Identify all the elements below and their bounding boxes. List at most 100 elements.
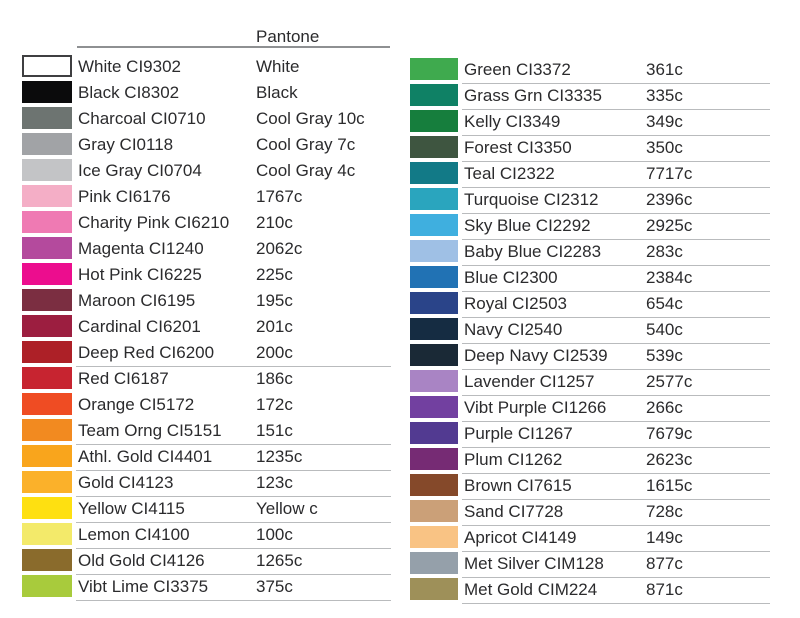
color-row: Teal CI2322 7717c bbox=[410, 162, 782, 188]
color-row: Cardinal CI6201 201c bbox=[22, 315, 392, 341]
color-name-label: Gray CI0118 bbox=[78, 135, 174, 154]
color-row: Pink CI6176 1767c bbox=[22, 185, 392, 211]
color-name-label: Purple CI1267 bbox=[464, 424, 573, 443]
color-row: Magenta CI1240 2062c bbox=[22, 237, 392, 263]
color-row: Apricot CI4149 149c bbox=[410, 526, 782, 552]
pantone-value: 186c bbox=[256, 369, 293, 388]
color-swatch bbox=[410, 552, 458, 574]
row-separator bbox=[76, 600, 391, 601]
color-row: Vibt Lime CI3375 375c bbox=[22, 575, 392, 601]
pantone-value: 200c bbox=[256, 343, 293, 362]
pantone-value: White bbox=[256, 57, 300, 76]
color-row: Team Orng CI5151 151c bbox=[22, 419, 392, 445]
pantone-value: 728c bbox=[646, 502, 683, 521]
color-name-label: Plum CI1262 bbox=[464, 450, 563, 469]
color-name-label: Teal CI2322 bbox=[464, 164, 555, 183]
color-row: Hot Pink CI6225 225c bbox=[22, 263, 392, 289]
color-row: Sky Blue CI2292 2925c bbox=[410, 214, 782, 240]
color-name-label: Sky Blue CI2292 bbox=[464, 216, 591, 235]
color-swatch bbox=[22, 211, 72, 233]
color-row: Plum CI1262 2623c bbox=[410, 448, 782, 474]
color-name-label: Black CI8302 bbox=[78, 83, 180, 102]
color-name-label: Athl. Gold CI4401 bbox=[78, 447, 213, 466]
color-name-label: Vibt Lime CI3375 bbox=[78, 577, 209, 596]
pantone-value: 335c bbox=[646, 86, 683, 105]
color-name-label: Forest CI3350 bbox=[464, 138, 572, 157]
row-separator bbox=[462, 161, 770, 162]
color-swatch bbox=[410, 396, 458, 418]
color-swatch bbox=[410, 448, 458, 470]
row-separator bbox=[462, 603, 770, 604]
pantone-value: 1767c bbox=[256, 187, 303, 206]
color-swatch bbox=[410, 162, 458, 184]
row-separator bbox=[462, 343, 770, 344]
color-swatch bbox=[410, 370, 458, 392]
color-swatch bbox=[410, 344, 458, 366]
color-row: Lemon CI4100 100c bbox=[22, 523, 392, 549]
color-row: Orange CI5172 172c bbox=[22, 393, 392, 419]
color-row: Blue CI2300 2384c bbox=[410, 266, 782, 292]
color-name-label: Gold CI4123 bbox=[78, 473, 174, 492]
color-name-label: Old Gold CI4126 bbox=[78, 551, 205, 570]
pantone-value: 2577c bbox=[646, 372, 693, 391]
color-name-label: Hot Pink CI6225 bbox=[78, 265, 202, 284]
color-row: Charity Pink CI6210 210c bbox=[22, 211, 392, 237]
color-name-label: Sand CI7728 bbox=[464, 502, 564, 521]
pantone-value: 350c bbox=[646, 138, 683, 157]
left-color-table: White CI9302 White Black CI8302 Black Ch… bbox=[22, 55, 392, 601]
color-row: Vibt Purple CI1266 266c bbox=[410, 396, 782, 422]
row-separator bbox=[462, 421, 770, 422]
color-swatch bbox=[410, 500, 458, 522]
color-row: Baby Blue CI2283 283c bbox=[410, 240, 782, 266]
pantone-value: 2384c bbox=[646, 268, 693, 287]
color-swatch bbox=[410, 136, 458, 158]
row-separator bbox=[76, 444, 391, 445]
color-name-label: Navy CI2540 bbox=[464, 320, 563, 339]
color-name-label: Lemon CI4100 bbox=[78, 525, 190, 544]
pantone-value: 877c bbox=[646, 554, 683, 573]
color-row: Forest CI3350 350c bbox=[410, 136, 782, 162]
color-swatch bbox=[22, 393, 72, 415]
color-swatch bbox=[22, 445, 72, 467]
color-swatch bbox=[22, 367, 72, 389]
color-swatch bbox=[22, 471, 72, 493]
color-swatch bbox=[22, 315, 72, 337]
row-separator bbox=[462, 473, 770, 474]
color-swatch bbox=[410, 422, 458, 444]
color-row: Red CI6187 186c bbox=[22, 367, 392, 393]
row-separator bbox=[462, 265, 770, 266]
pantone-value: 1235c bbox=[256, 447, 303, 466]
pantone-value: Yellow c bbox=[256, 499, 318, 518]
pantone-value: 149c bbox=[646, 528, 683, 547]
pantone-value: 2062c bbox=[256, 239, 303, 258]
color-name-label: White CI9302 bbox=[78, 57, 181, 76]
color-row: Black CI8302 Black bbox=[22, 81, 392, 107]
color-swatch bbox=[410, 318, 458, 340]
color-swatch bbox=[22, 523, 72, 545]
color-swatch bbox=[410, 84, 458, 106]
pantone-value: 201c bbox=[256, 317, 293, 336]
color-name-label: Grass Grn CI3335 bbox=[464, 86, 602, 105]
color-swatch bbox=[22, 55, 72, 77]
pantone-value: 210c bbox=[256, 213, 293, 232]
color-swatch bbox=[22, 107, 72, 129]
color-swatch bbox=[22, 133, 72, 155]
color-swatch bbox=[22, 289, 72, 311]
pantone-value: 2623c bbox=[646, 450, 693, 469]
row-separator bbox=[462, 109, 770, 110]
pantone-value: 361c bbox=[646, 60, 683, 79]
row-separator bbox=[462, 577, 770, 578]
pantone-value: 1265c bbox=[256, 551, 303, 570]
color-swatch bbox=[22, 263, 72, 285]
color-name-label: Blue CI2300 bbox=[464, 268, 558, 287]
pantone-value: 871c bbox=[646, 580, 683, 599]
row-separator bbox=[76, 574, 391, 575]
row-separator bbox=[462, 447, 770, 448]
color-name-label: Green CI3372 bbox=[464, 60, 571, 79]
color-swatch bbox=[410, 578, 458, 600]
row-separator bbox=[76, 470, 391, 471]
color-name-label: Met Silver CIM128 bbox=[464, 554, 604, 573]
color-swatch bbox=[22, 549, 72, 571]
pantone-value: Cool Gray 7c bbox=[256, 135, 356, 154]
